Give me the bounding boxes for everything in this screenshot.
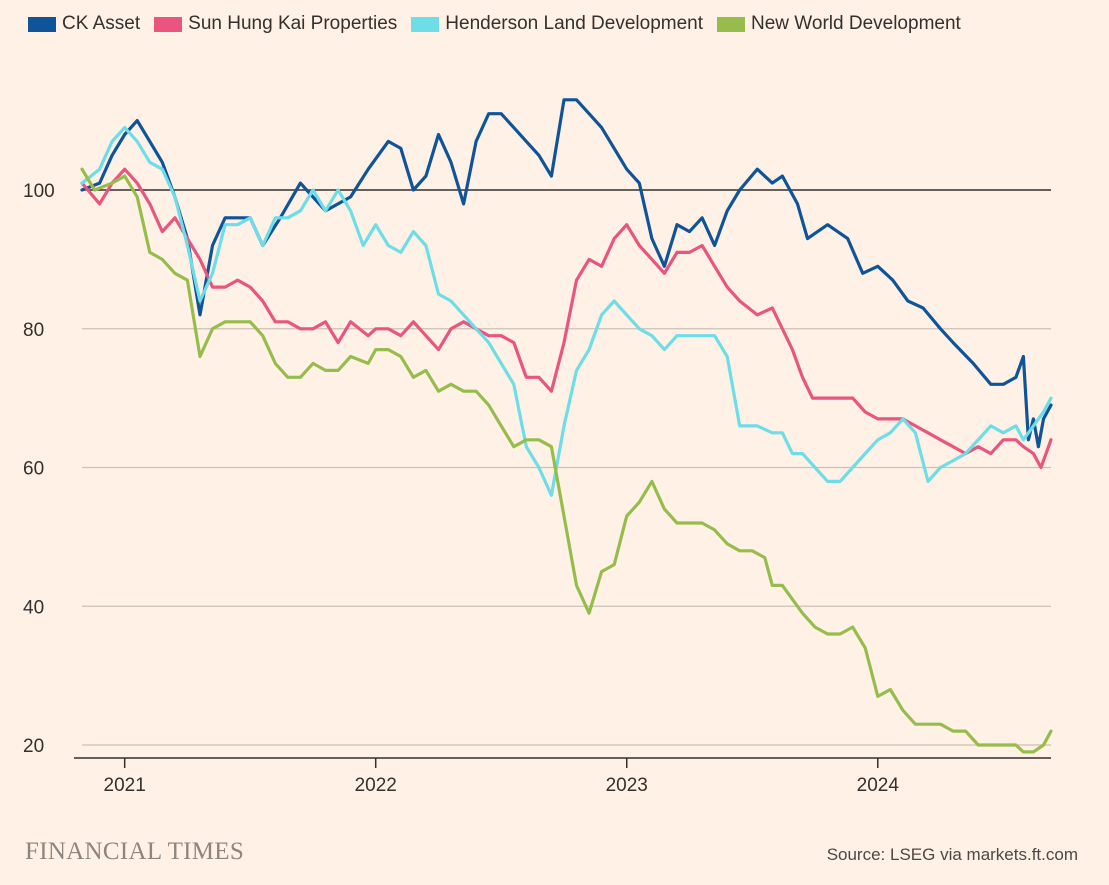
legend-swatch-new-world bbox=[717, 16, 746, 32]
legend-swatch-sun-hung-kai bbox=[154, 16, 183, 32]
x-tick-label: 2023 bbox=[606, 775, 648, 796]
series-line-ck-asset bbox=[80, 98, 1053, 449]
y-tick-label: 80 bbox=[23, 320, 44, 341]
source-note: Source: LSEG via markets.ft.com bbox=[826, 845, 1078, 864]
y-tick-label: 20 bbox=[23, 736, 44, 757]
legend-label-henderson-land: Henderson Land Development bbox=[445, 13, 704, 34]
legend-item-sun-hung-kai: Sun Hung Kai Properties bbox=[154, 12, 397, 36]
axes: 20 40 60 80 100 2021 2022 2023 2024 bbox=[23, 181, 1051, 796]
series-line-new-world-development bbox=[80, 167, 1053, 754]
gridlines bbox=[82, 189, 1051, 746]
legend-item-new-world: New World Development bbox=[717, 12, 961, 36]
legend-item-henderson-land: Henderson Land Development bbox=[411, 12, 703, 36]
series-lines bbox=[80, 98, 1053, 754]
y-tick-label: 100 bbox=[23, 181, 55, 202]
legend-label-new-world: New World Development bbox=[751, 13, 961, 34]
legend-label-ck-asset: CK Asset bbox=[62, 13, 141, 34]
legend-label-sun-hung-kai: Sun Hung Kai Properties bbox=[188, 13, 398, 34]
legend-swatch-henderson-land bbox=[411, 16, 440, 32]
x-tick-label: 2024 bbox=[857, 775, 900, 796]
series-line-henderson-land-development bbox=[80, 125, 1053, 497]
financial-times-logo: FINANCIAL TIMES bbox=[25, 838, 245, 865]
legend: CK Asset Sun Hung Kai Properties Henders… bbox=[28, 12, 961, 36]
legend-item-ck-asset: CK Asset bbox=[28, 12, 140, 36]
y-tick-label: 60 bbox=[23, 459, 44, 480]
x-tick-label: 2022 bbox=[355, 775, 397, 796]
legend-swatch-ck-asset bbox=[28, 16, 56, 32]
x-tick-label: 2021 bbox=[104, 775, 146, 796]
y-tick-label: 40 bbox=[23, 597, 44, 618]
